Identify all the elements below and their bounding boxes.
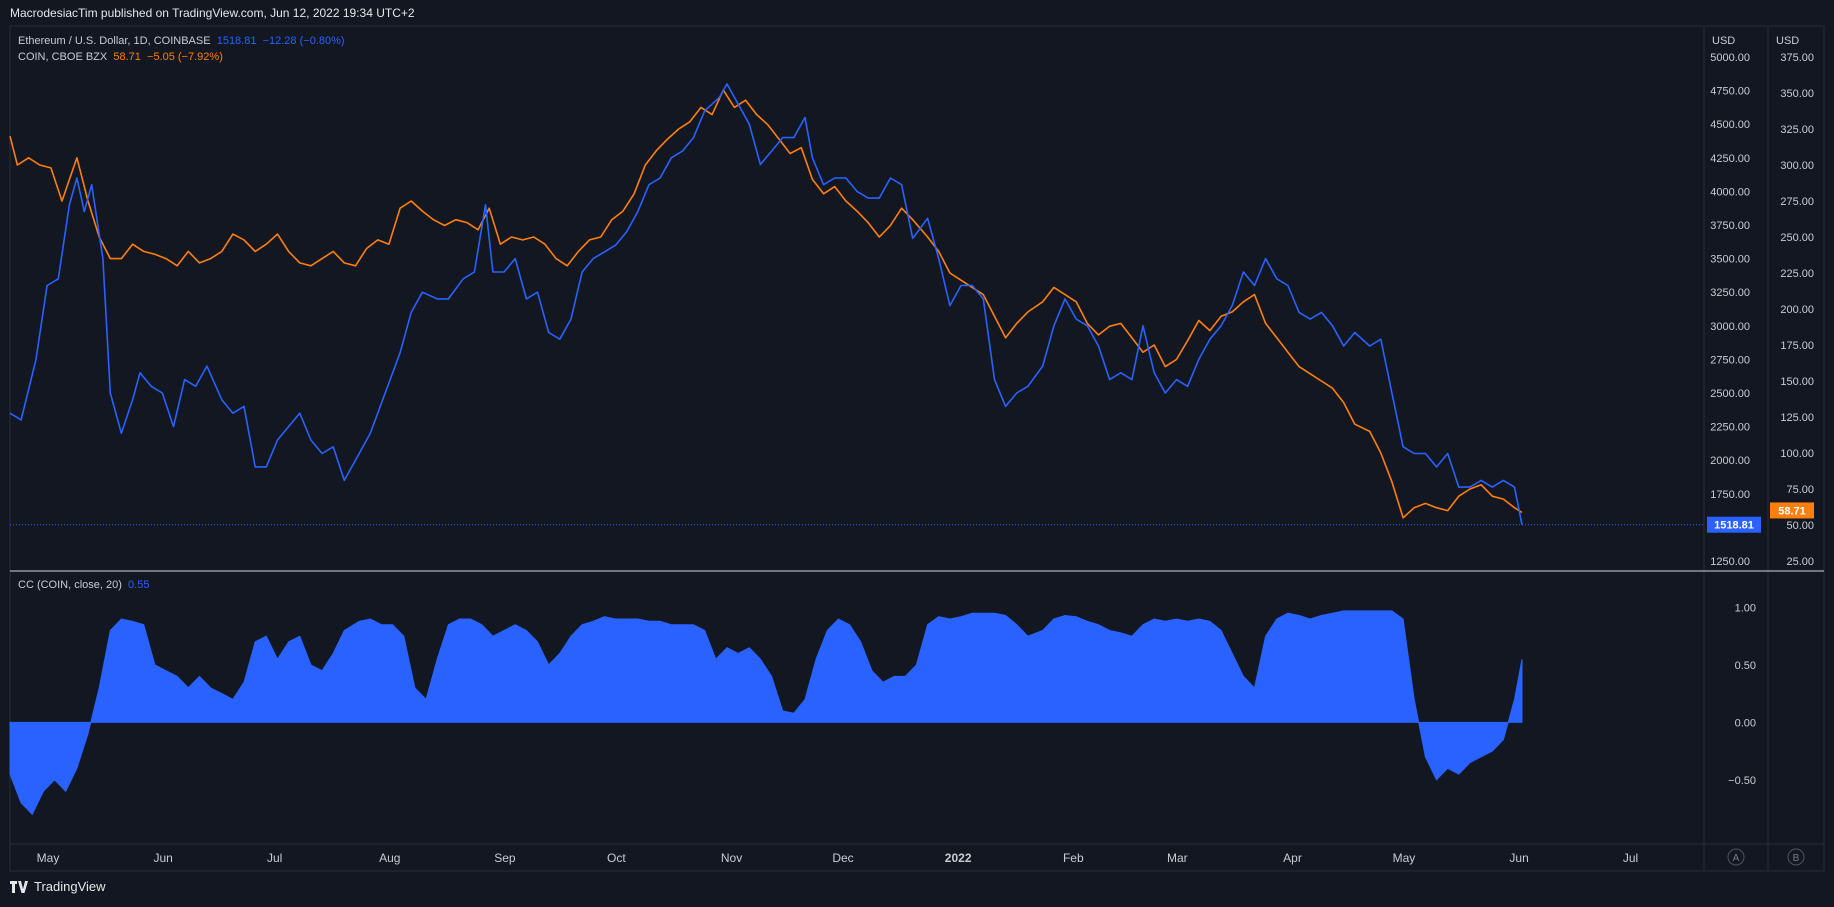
right-axis-tick: 25.00 (1786, 556, 1814, 568)
left-axis-tick: 2000.00 (1710, 455, 1750, 467)
left-axis-unit: USD (1712, 35, 1735, 47)
time-axis-tick: Jul (267, 851, 282, 865)
time-axis-tick: May (37, 851, 60, 865)
time-axis-tick: 2022 (945, 851, 972, 865)
time-axis-tick: Jun (1509, 851, 1528, 865)
time-axis-tick: Aug (379, 851, 400, 865)
time-axis-tick: Apr (1283, 851, 1302, 865)
tradingview-footer[interactable]: TradingView (10, 879, 106, 894)
coin-price-line (9, 89, 1523, 519)
indicator-layer (9, 610, 1523, 816)
time-axis-tick: Feb (1063, 851, 1084, 865)
coin-legend-name: COIN, CBOE BZX (18, 51, 108, 63)
left-axis-tick: 2500.00 (1710, 388, 1750, 400)
time-axis-tick: Jul (1623, 851, 1638, 865)
left-axis-tick: 3000.00 (1710, 321, 1750, 333)
left-axis-tick: 4250.00 (1710, 153, 1750, 165)
right-axis-tick: 275.00 (1780, 196, 1814, 208)
right-axis-tick: 100.00 (1780, 448, 1814, 460)
time-axis-tick: Nov (721, 851, 742, 865)
indicator-axis-tick: 0.50 (1735, 660, 1756, 672)
indicator-legend-value: 0.55 (128, 579, 150, 591)
right-axis-tick: 150.00 (1780, 376, 1814, 388)
chart-frame (9, 25, 1825, 872)
eth-legend-change: −12.28 (−0.80%) (262, 35, 345, 47)
tradingview-brand: TradingView (34, 879, 106, 894)
eth-price-line (9, 83, 1523, 525)
publisher-header: MacrodesiacTim published on TradingView.… (10, 6, 415, 20)
right-axis-tick: 75.00 (1786, 484, 1814, 496)
eth-legend-name: Ethereum / U.S. Dollar, 1D, COINBASE (18, 35, 211, 47)
time-axis-tick: Oct (607, 851, 626, 865)
coin-legend-price: 58.71 (113, 51, 141, 63)
indicator-legend-name: CC (COIN, close, 20) (18, 579, 122, 591)
time-axis[interactable]: May Jun Jul Aug Sep Oct Nov Dec 2022 Feb Mar Apr May… (37, 851, 1639, 865)
coin-price-tag-label: 58.71 (1778, 505, 1806, 517)
price-series-layer (9, 83, 1523, 525)
eth-price-tag-label: 1518.81 (1714, 520, 1754, 532)
right-axis-tick: 325.00 (1780, 124, 1814, 136)
indicator-axis[interactable]: 1.00 0.50 0.00 −0.50 (1728, 602, 1756, 786)
time-axis-tick: Dec (832, 851, 853, 865)
left-axis-tick: 1750.00 (1710, 489, 1750, 501)
right-axis-unit: USD (1776, 35, 1799, 47)
coin-price-tag: 58.71 (1770, 502, 1814, 519)
right-axis-tick: 200.00 (1780, 304, 1814, 316)
left-axis-tick: 5000.00 (1710, 52, 1750, 64)
left-axis-tick: 1250.00 (1710, 556, 1750, 568)
coin-legend-change: −5.05 (−7.92%) (147, 51, 223, 63)
eth-legend[interactable]: Ethereum / U.S. Dollar, 1D, COINBASE 151… (18, 35, 345, 47)
right-axis-tick: 225.00 (1780, 268, 1814, 280)
indicator-axis-tick: 1.00 (1735, 602, 1756, 614)
left-price-axis[interactable]: 5000.00 4750.00 4500.00 4250.00 4000.00 3750.… (1710, 52, 1750, 568)
right-axis-tick: 250.00 (1780, 232, 1814, 244)
scale-a-button[interactable]: A (1727, 848, 1745, 866)
indicator-axis-tick: 0.00 (1735, 717, 1756, 729)
right-axis-tick: 300.00 (1780, 160, 1814, 172)
scale-b-label: B (1793, 853, 1800, 864)
right-axis-tick: 375.00 (1780, 52, 1814, 64)
scale-a-label: A (1733, 853, 1740, 864)
time-axis-tick: Sep (494, 851, 516, 865)
left-axis-tick: 4750.00 (1710, 86, 1750, 98)
left-axis-tick: 4000.00 (1710, 186, 1750, 198)
tradingview-logo-icon (10, 880, 28, 893)
right-axis-tick: 350.00 (1780, 88, 1814, 100)
left-axis-tick: 2750.00 (1710, 354, 1750, 366)
cc-area (9, 610, 1523, 816)
left-axis-tick: 2250.00 (1710, 422, 1750, 434)
time-axis-tick: May (1393, 851, 1416, 865)
left-axis-tick: 3750.00 (1710, 220, 1750, 232)
time-axis-tick: Mar (1167, 851, 1188, 865)
left-axis-tick: 3500.00 (1710, 254, 1750, 266)
right-price-axis[interactable]: 375.00 350.00 325.00 300.00 275.00 250.00 225.… (1780, 52, 1814, 568)
eth-legend-price: 1518.81 (216, 35, 257, 47)
coin-legend[interactable]: COIN, CBOE BZX 58.71 −5.05 (−7.92%) (18, 51, 223, 63)
scale-b-button[interactable]: B (1787, 848, 1805, 866)
indicator-legend[interactable]: CC (COIN, close, 20) 0.55 (18, 579, 149, 591)
right-axis-tick: 125.00 (1780, 412, 1814, 424)
right-axis-tick: 50.00 (1786, 520, 1814, 532)
left-axis-tick: 3250.00 (1710, 287, 1750, 299)
eth-price-tag: 1518.81 (1707, 516, 1761, 533)
indicator-axis-tick: −0.50 (1728, 775, 1756, 787)
right-axis-tick: 175.00 (1780, 340, 1814, 352)
time-axis-tick: Jun (153, 851, 172, 865)
left-axis-tick: 4500.00 (1710, 119, 1750, 131)
